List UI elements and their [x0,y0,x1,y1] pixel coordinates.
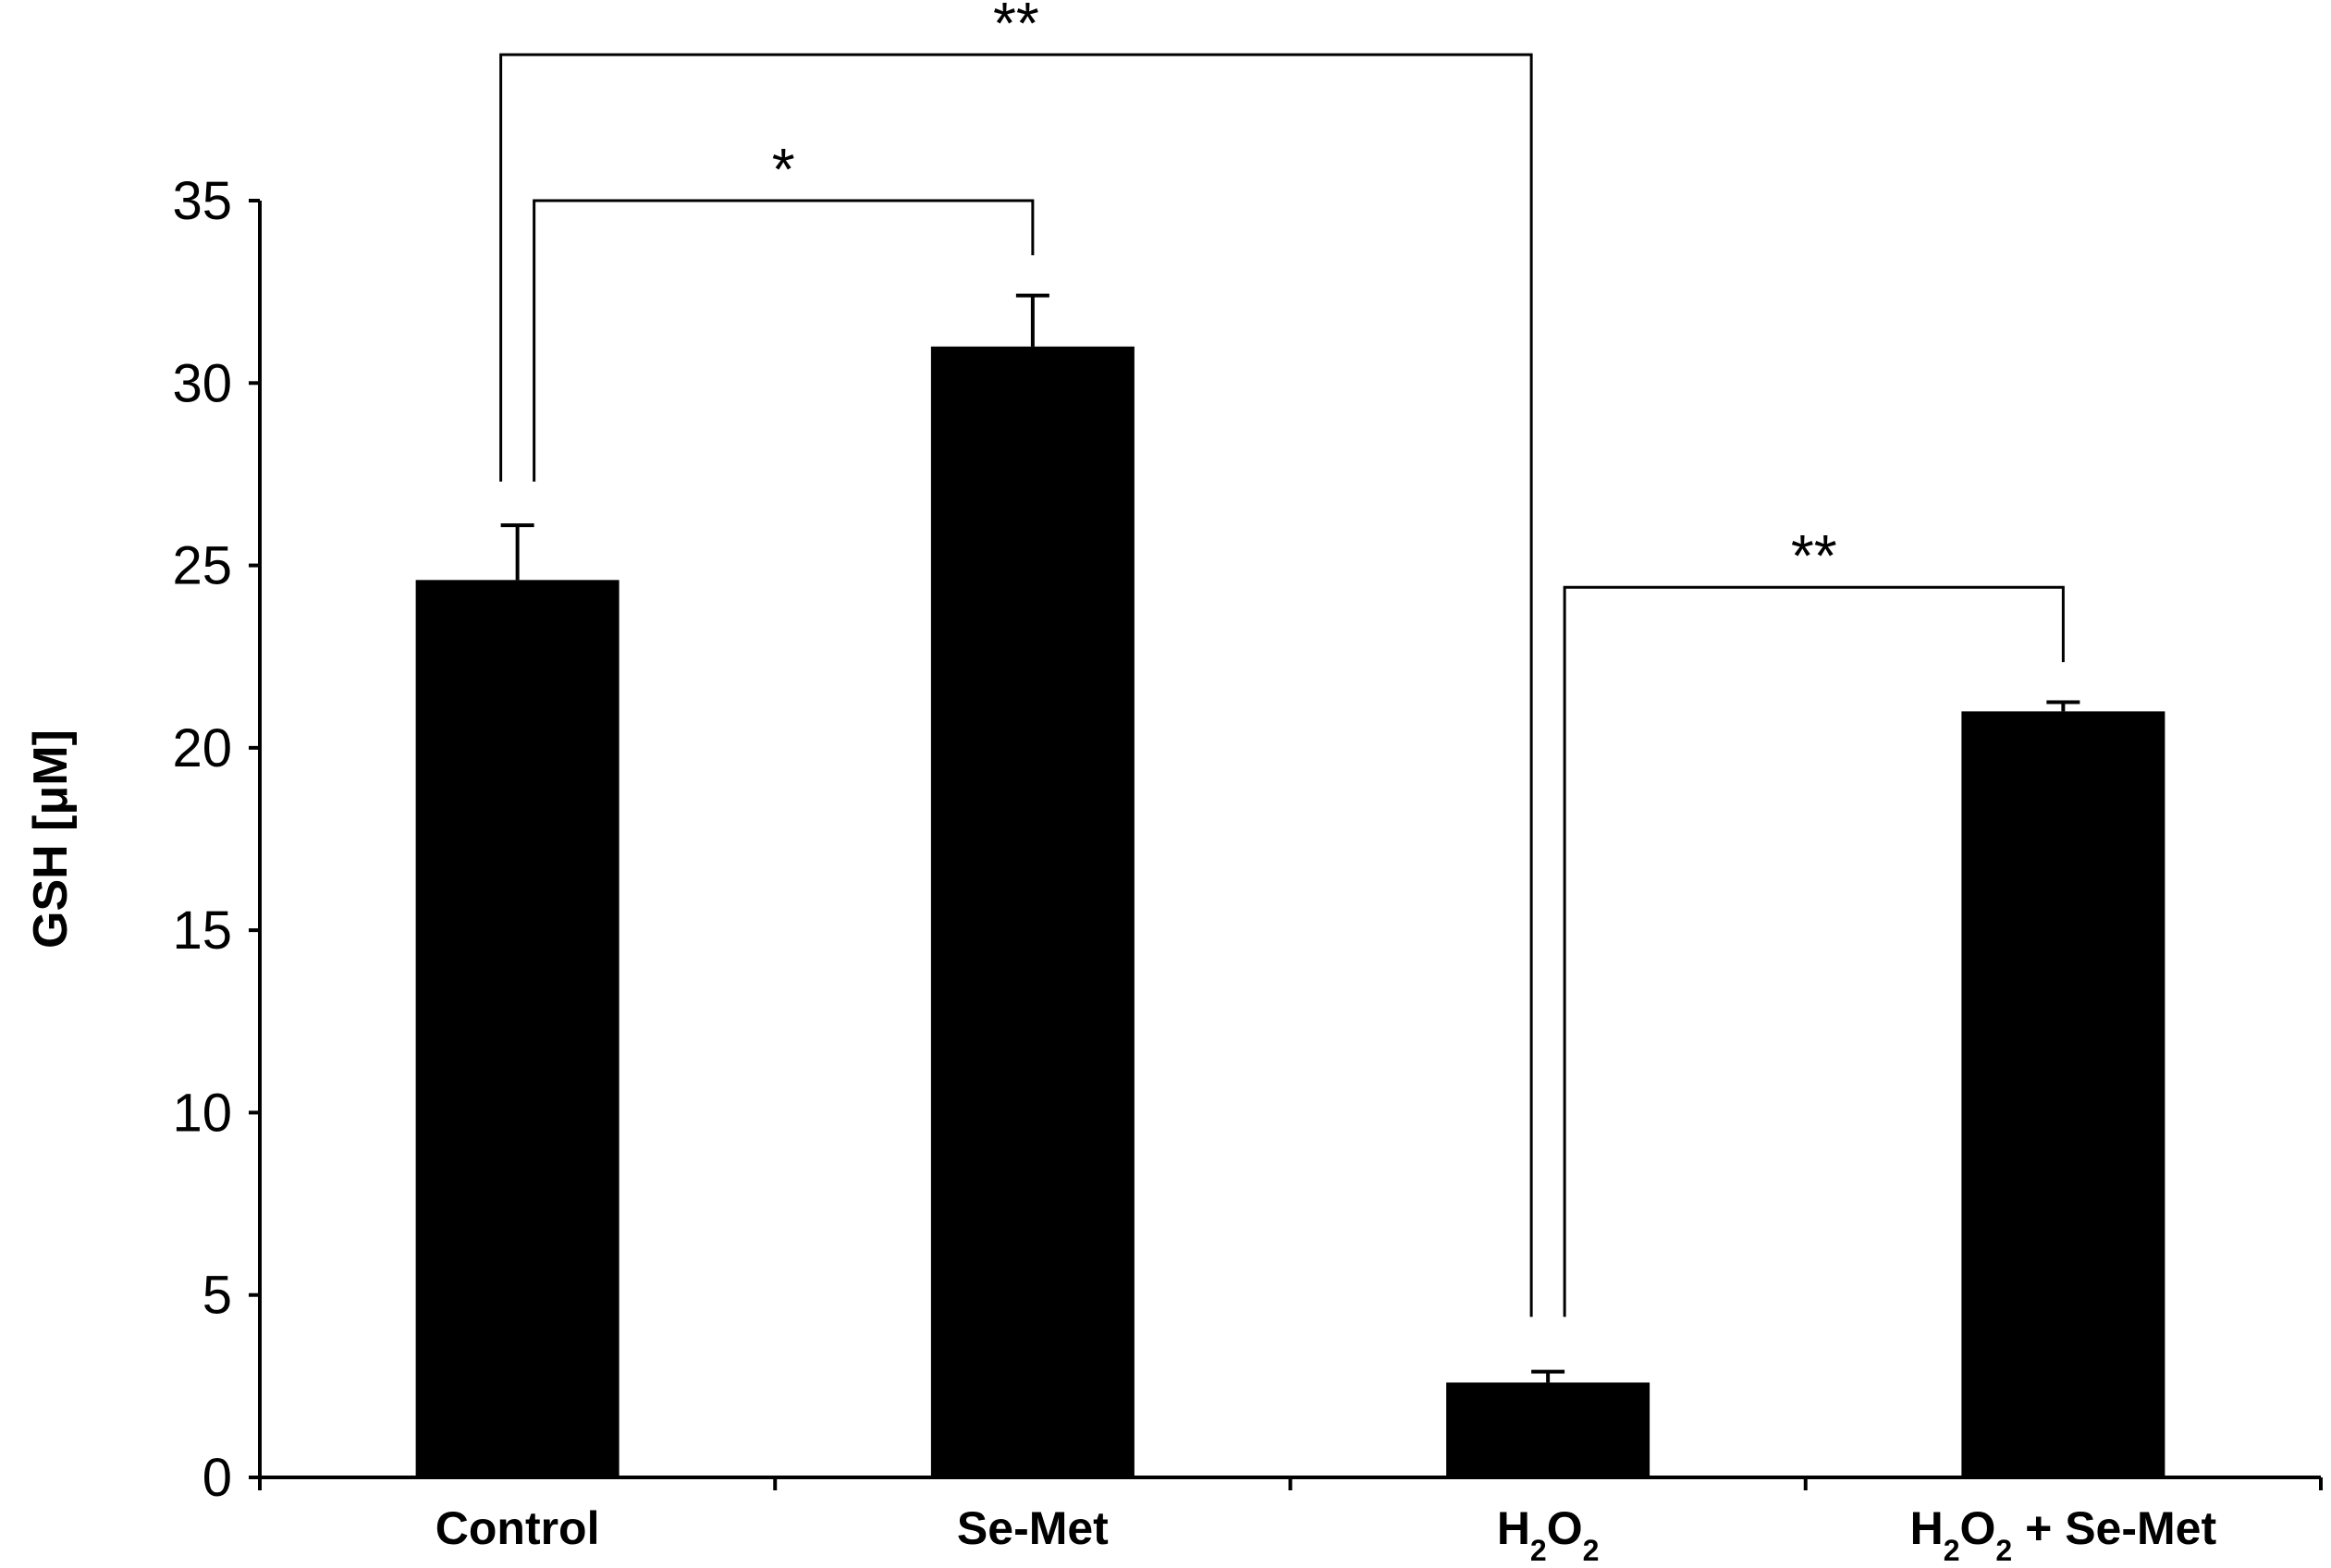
y-tick-label: 5 [202,1266,232,1326]
bar [415,580,620,1477]
y-tick-label: 35 [172,171,232,231]
y-tick-label: 25 [172,536,232,596]
labels: 0 5 10 15 20 25 30 35 GSH [μM] Control Se-Met H2O2 H… [24,171,2216,1567]
significance-bracket [499,53,1533,1317]
category-label: Se-Met [957,1502,1109,1554]
category-label: H2O2 [1497,1502,1600,1567]
bars [415,293,2165,1477]
y-tick-label: 15 [172,900,232,961]
category-label: H2O2 + Se-Met [1910,1502,2217,1567]
y-tick-label: 10 [172,1083,232,1143]
bar [1961,711,2165,1477]
y-axis-label: GSH [μM] [24,729,78,949]
y-tick-label: 30 [172,353,232,413]
significance-label: ** [993,0,1039,56]
significance-bracket [533,199,1035,482]
y-tick-label: 20 [172,718,232,778]
bar [930,346,1135,1477]
significance-brackets: ***** [499,0,2065,1317]
category-label: Control [436,1502,600,1554]
significance-label: * [772,136,795,202]
significance-label: ** [1791,522,1837,589]
bar [1446,1382,1650,1477]
y-tick-label: 0 [202,1448,232,1508]
significance-bracket [1563,585,2065,1317]
